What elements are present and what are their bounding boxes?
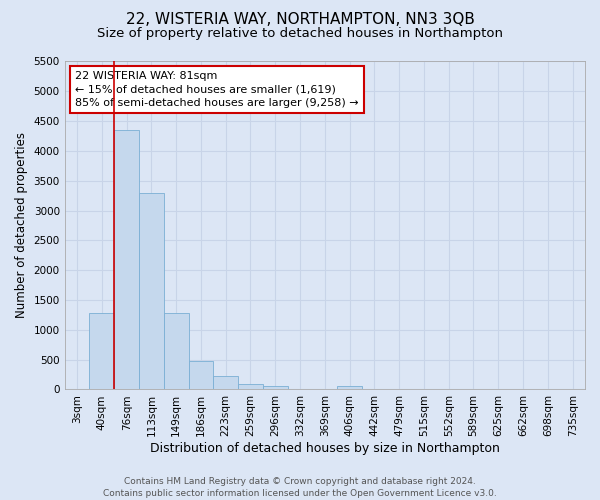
- Bar: [114, 130, 139, 390]
- Text: Contains HM Land Registry data © Crown copyright and database right 2024.
Contai: Contains HM Land Registry data © Crown c…: [103, 476, 497, 498]
- Bar: [337, 386, 362, 390]
- Bar: [214, 376, 238, 390]
- Bar: [139, 192, 164, 390]
- Bar: [238, 384, 263, 390]
- Bar: [164, 313, 188, 390]
- Bar: [263, 386, 287, 390]
- Text: 22, WISTERIA WAY, NORTHAMPTON, NN3 3QB: 22, WISTERIA WAY, NORTHAMPTON, NN3 3QB: [125, 12, 475, 28]
- Bar: [188, 361, 214, 390]
- Y-axis label: Number of detached properties: Number of detached properties: [15, 132, 28, 318]
- Text: 22 WISTERIA WAY: 81sqm
← 15% of detached houses are smaller (1,619)
85% of semi-: 22 WISTERIA WAY: 81sqm ← 15% of detached…: [75, 72, 359, 108]
- Bar: [89, 313, 114, 390]
- X-axis label: Distribution of detached houses by size in Northampton: Distribution of detached houses by size …: [150, 442, 500, 455]
- Text: Size of property relative to detached houses in Northampton: Size of property relative to detached ho…: [97, 28, 503, 40]
